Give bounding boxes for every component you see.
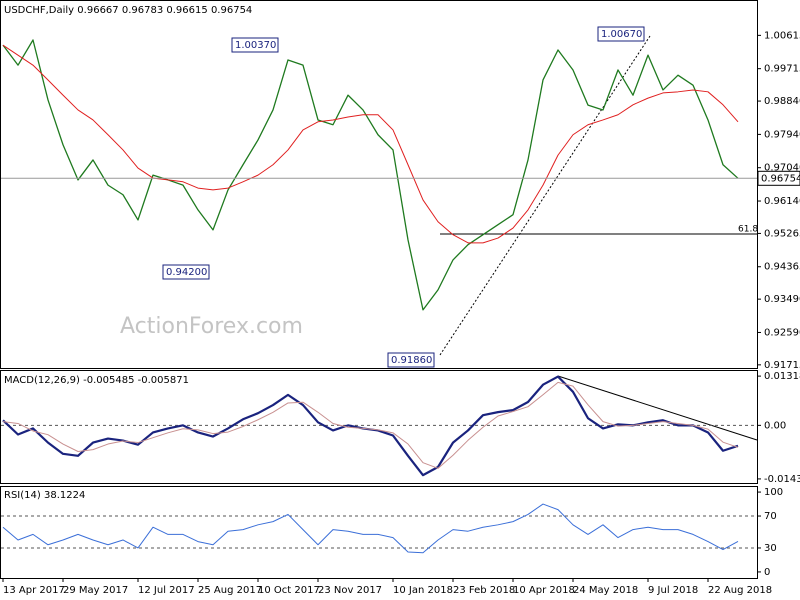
watermark: ActionForex.com (120, 314, 303, 339)
y-tick-label: 0 (764, 567, 770, 578)
signal-value: -0.005871 (138, 375, 189, 386)
x-tick-label: 23 Nov 2017 (318, 585, 382, 596)
x-tick-label: 23 Feb 2018 (453, 585, 515, 596)
y-tick-label: 0.91715 (764, 360, 800, 371)
x-tick-label: 22 Aug 2018 (708, 585, 772, 596)
x-tick-label: 25 Aug 2017 (198, 585, 262, 596)
annotation-label: 1.00370 (235, 40, 276, 51)
annotation-box (387, 352, 435, 368)
macd-frame (0, 370, 758, 484)
annotation-label: 0.91860 (391, 355, 432, 366)
open: 0.96667 (77, 5, 118, 16)
rsi-frame (0, 486, 758, 579)
macd-header: MACD(12,26,9) -0.005485 -0.005871 (4, 375, 189, 386)
series-line (2, 503, 739, 554)
annotation-label: 1.00670 (601, 29, 642, 40)
y-tick-label: 0.013184 (764, 371, 800, 382)
x-tick-label: 10 Apr 2018 (513, 585, 575, 596)
macd-trend-line (557, 375, 758, 441)
high: 0.96783 (122, 5, 163, 16)
price-box (757, 170, 800, 186)
y-tick-label: 0.99715 (764, 64, 800, 75)
low: 0.96615 (166, 5, 207, 16)
fib-label: 61.8 (738, 225, 758, 235)
y-tick-label: 0.94365 (764, 262, 800, 273)
series-line (2, 381, 739, 469)
x-tick-label: 10 Jan 2018 (393, 585, 453, 596)
chart-header: USDCHF,Daily 0.96667 0.96783 0.96615 0.9… (4, 5, 252, 16)
x-tick-label: 24 May 2018 (573, 585, 638, 596)
x-tick-label: 9 Jul 2018 (648, 585, 698, 596)
annotation-box (162, 264, 210, 280)
annotation-label: 0.94200 (166, 267, 207, 278)
rsi-value: 38.1224 (44, 490, 85, 501)
y-tick-label: 0.95265 (764, 228, 800, 239)
x-tick-label: 29 May 2017 (63, 585, 128, 596)
x-tick-label: 12 Jul 2017 (138, 585, 195, 596)
rsi-title: RSI(14) (4, 490, 41, 501)
annotation-box (597, 26, 645, 42)
price-label: 0.96754 (761, 173, 800, 184)
x-tick-label: 10 Oct 2017 (258, 585, 320, 596)
annotation-box (231, 37, 279, 53)
series-line (2, 39, 739, 311)
y-tick-label: 30 (764, 543, 777, 554)
x-tick-label: 13 Apr 2017 (3, 585, 65, 596)
y-tick-label: -0.014339 (764, 474, 800, 485)
rsi-header: RSI(14) 38.1224 (4, 490, 85, 501)
y-tick-label: 0.00 (764, 420, 786, 431)
series-line (2, 44, 739, 244)
y-tick-label: 100 (764, 487, 783, 498)
y-tick-label: 1.00615 (764, 30, 800, 41)
close: 0.96754 (211, 5, 252, 16)
symbol: USDCHF,Daily (4, 5, 74, 16)
macd-title: MACD(12,26,9) (4, 375, 80, 386)
macd-value: -0.005485 (83, 375, 134, 386)
y-tick-label: 70 (764, 511, 777, 522)
